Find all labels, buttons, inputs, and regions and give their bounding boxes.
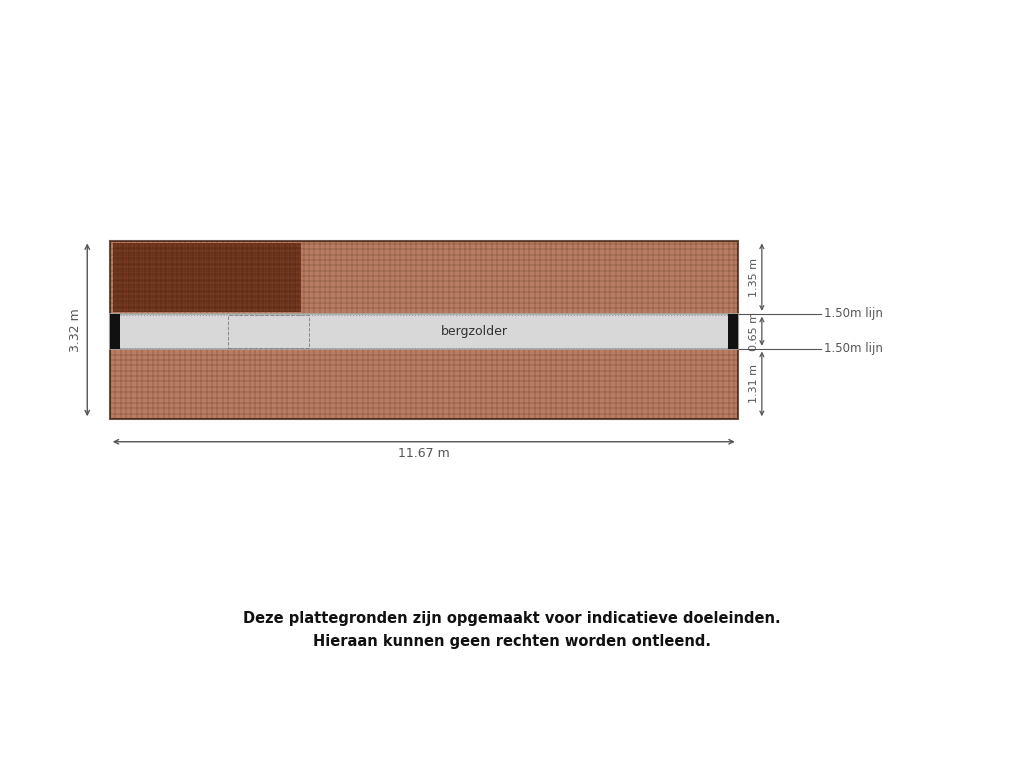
Text: 1.31 m: 1.31 m	[749, 364, 759, 403]
Bar	[113, 243, 301, 312]
Bar	[110, 313, 737, 349]
Text: 1.35 m: 1.35 m	[749, 257, 759, 296]
Bar	[111, 315, 736, 348]
Bar	[110, 240, 737, 419]
Text: 11.67 m: 11.67 m	[398, 447, 450, 460]
Text: 1.50m lijn: 1.50m lijn	[824, 343, 883, 355]
Text: bergzolder: bergzolder	[440, 325, 508, 338]
Text: 3.32 m: 3.32 m	[69, 308, 82, 352]
Text: 0.65 m: 0.65 m	[749, 312, 759, 351]
Bar	[728, 313, 737, 349]
Text: Deze plattegronden zijn opgemaakt voor indicatieve doeleinden.
Hieraan kunnen ge: Deze plattegronden zijn opgemaakt voor i…	[243, 611, 781, 649]
Bar	[228, 315, 309, 348]
Bar	[110, 313, 120, 349]
Text: 1.50m lijn: 1.50m lijn	[824, 307, 883, 320]
